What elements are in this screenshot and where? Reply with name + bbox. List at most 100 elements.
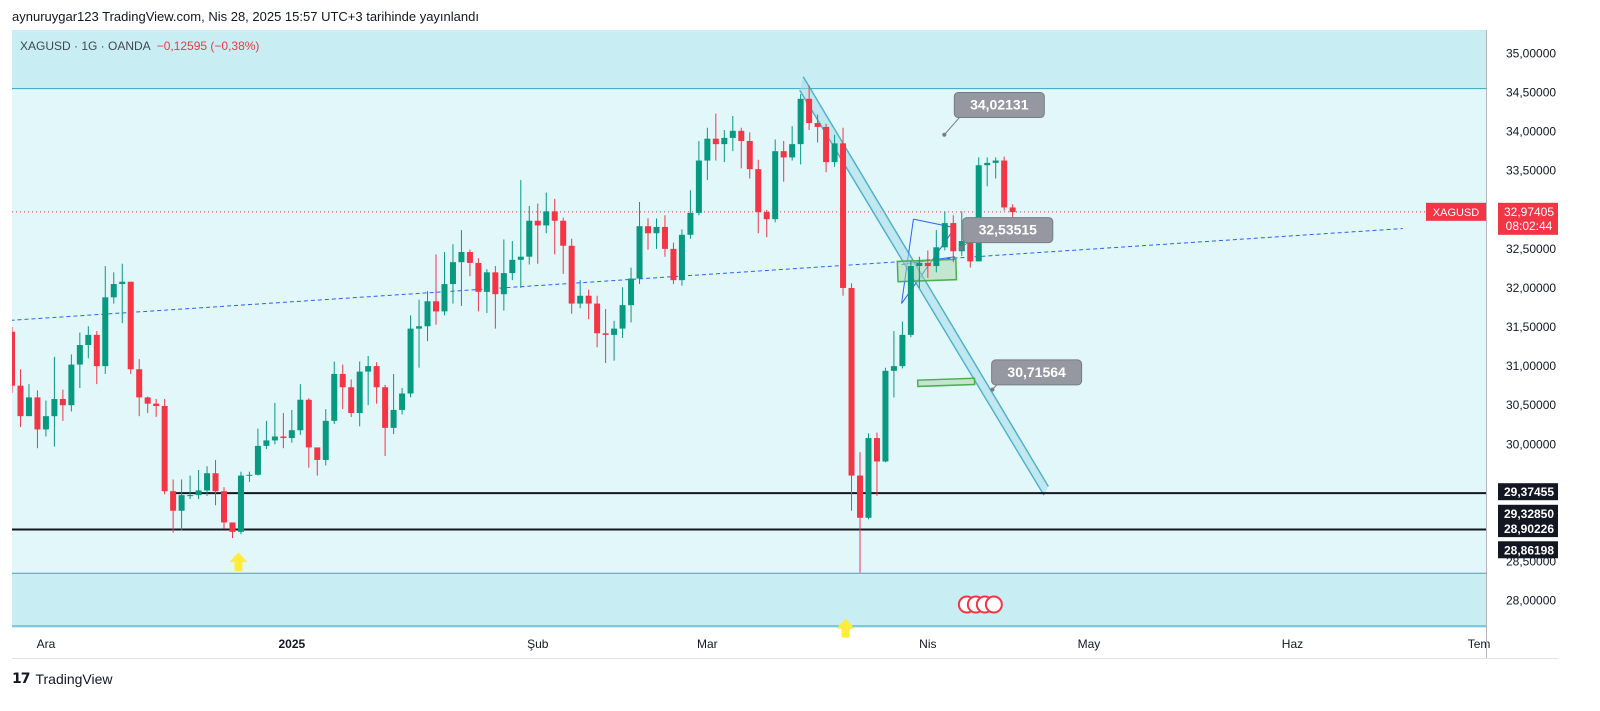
- candle-body[interactable]: [297, 399, 304, 431]
- candle-body[interactable]: [127, 281, 134, 370]
- candle-body[interactable]: [280, 436, 287, 439]
- candle-body[interactable]: [611, 328, 618, 335]
- candle-body[interactable]: [755, 169, 762, 213]
- candle-body[interactable]: [237, 475, 244, 532]
- candle-body[interactable]: [526, 220, 533, 257]
- candle-body[interactable]: [585, 295, 592, 304]
- candle-body[interactable]: [136, 369, 143, 398]
- candle-body[interactable]: [831, 143, 838, 163]
- candle-body[interactable]: [882, 370, 889, 462]
- candle-body[interactable]: [331, 373, 338, 421]
- candle-body[interactable]: [645, 226, 651, 234]
- candle-body[interactable]: [712, 138, 719, 145]
- candle-body[interactable]: [407, 328, 414, 394]
- candle-body[interactable]: [602, 333, 609, 335]
- candle-body[interactable]: [221, 491, 227, 523]
- candle-body[interactable]: [772, 151, 779, 220]
- candle-body[interactable]: [738, 130, 745, 142]
- candle-body[interactable]: [390, 409, 397, 428]
- candle-body[interactable]: [424, 301, 431, 327]
- candle-body[interactable]: [687, 212, 694, 235]
- level-price-tag[interactable]: [1498, 541, 1560, 559]
- candle-body[interactable]: [950, 223, 957, 252]
- candle-body[interactable]: [500, 273, 507, 295]
- symbol-tag[interactable]: [1426, 202, 1486, 221]
- level-price-tag[interactable]: [1498, 520, 1560, 538]
- candle-body[interactable]: [840, 143, 847, 288]
- candle-body[interactable]: [271, 436, 278, 441]
- candle-body[interactable]: [678, 234, 685, 281]
- candle-body[interactable]: [9, 331, 15, 386]
- candle-body[interactable]: [288, 430, 295, 439]
- candle-body[interactable]: [365, 366, 372, 372]
- candle-body[interactable]: [933, 247, 940, 267]
- candle-body[interactable]: [119, 281, 126, 285]
- candle-body[interactable]: [1009, 207, 1016, 213]
- candle-body[interactable]: [314, 447, 321, 460]
- candle-body[interactable]: [721, 137, 728, 145]
- green-box-upper[interactable]: [896, 258, 958, 283]
- candle-body[interactable]: [992, 160, 999, 163]
- candle-body[interactable]: [356, 371, 363, 414]
- candle-body[interactable]: [433, 301, 439, 312]
- candle-body[interactable]: [509, 259, 516, 274]
- candle-body[interactable]: [857, 475, 863, 518]
- candle-body[interactable]: [229, 522, 236, 532]
- candle-body[interactable]: [568, 245, 575, 304]
- candle-body[interactable]: [110, 284, 117, 298]
- candle-body[interactable]: [305, 399, 312, 448]
- candle-body[interactable]: [670, 248, 677, 281]
- candle-body[interactable]: [59, 398, 66, 406]
- candle-body[interactable]: [628, 278, 635, 306]
- level-price-tag[interactable]: [1498, 483, 1560, 501]
- candle-body[interactable]: [958, 241, 965, 252]
- candle-body[interactable]: [695, 160, 702, 213]
- candle-body[interactable]: [34, 397, 41, 430]
- candle-body[interactable]: [85, 334, 92, 346]
- candle-body[interactable]: [254, 445, 261, 475]
- candle-body[interactable]: [763, 212, 770, 220]
- candle-body[interactable]: [704, 138, 711, 161]
- candle-body[interactable]: [653, 226, 660, 234]
- candle-body[interactable]: [924, 262, 931, 267]
- candle-body[interactable]: [848, 287, 855, 476]
- candle-body[interactable]: [187, 495, 194, 497]
- candle-body[interactable]: [814, 123, 821, 127]
- candle-body[interactable]: [246, 474, 253, 476]
- candle-body[interactable]: [967, 241, 974, 262]
- candle-body[interactable]: [984, 162, 991, 166]
- candle-body[interactable]: [51, 398, 58, 417]
- candle-body[interactable]: [534, 220, 541, 226]
- candle-body[interactable]: [68, 364, 75, 406]
- candle-body[interactable]: [161, 405, 168, 492]
- last-price-tag[interactable]: [1498, 202, 1560, 235]
- candle-body[interactable]: [339, 373, 346, 388]
- candle-body[interactable]: [797, 98, 804, 145]
- candle-body[interactable]: [373, 366, 380, 388]
- candle-body[interactable]: [560, 220, 567, 246]
- candle-body[interactable]: [551, 211, 558, 221]
- candle-body[interactable]: [577, 295, 584, 304]
- candle-body[interactable]: [975, 165, 982, 262]
- candle-body[interactable]: [729, 130, 736, 138]
- candle-body[interactable]: [17, 385, 24, 417]
- candle-body[interactable]: [93, 334, 100, 367]
- candle-body[interactable]: [619, 305, 626, 329]
- candle-body[interactable]: [76, 345, 83, 365]
- callout-box[interactable]: [962, 217, 1054, 244]
- candle-body[interactable]: [178, 495, 185, 511]
- candle-body[interactable]: [890, 366, 897, 371]
- candle-body[interactable]: [865, 438, 872, 518]
- candle-body[interactable]: [594, 303, 601, 334]
- candle-body[interactable]: [661, 226, 668, 249]
- candle-body[interactable]: [263, 440, 270, 446]
- candle-body[interactable]: [441, 284, 448, 312]
- callout-box[interactable]: [953, 92, 1045, 119]
- candle-body[interactable]: [1001, 160, 1008, 208]
- candle-body[interactable]: [636, 226, 643, 279]
- candle-body[interactable]: [941, 223, 948, 248]
- candle-body[interactable]: [195, 490, 202, 496]
- candle-body[interactable]: [416, 326, 423, 329]
- candlestick-chart[interactable]: 34,02131 32,53515 30,71564 35,00000 34,50000…: [3, 30, 1560, 660]
- candle-body[interactable]: [543, 211, 550, 226]
